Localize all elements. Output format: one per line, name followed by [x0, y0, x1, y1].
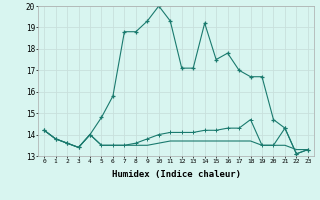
- X-axis label: Humidex (Indice chaleur): Humidex (Indice chaleur): [111, 170, 241, 179]
